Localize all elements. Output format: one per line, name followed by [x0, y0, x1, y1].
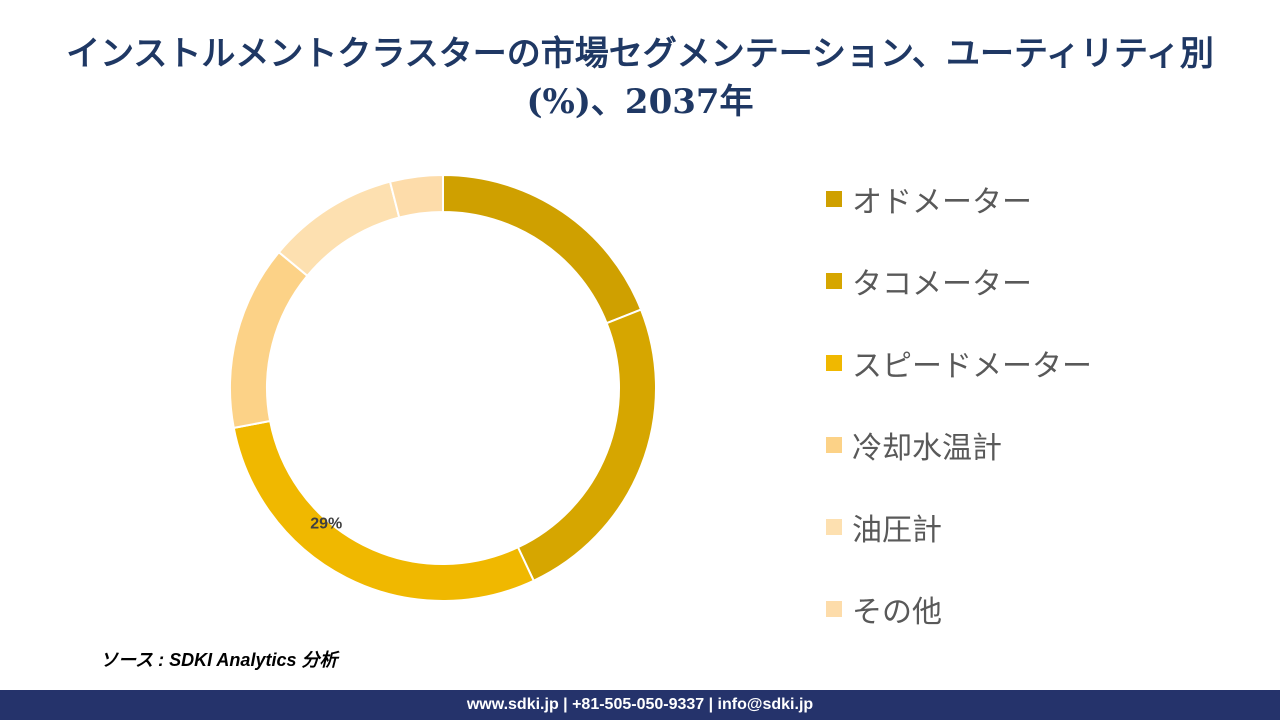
legend-item: 油圧計	[826, 486, 1256, 568]
donut-slice	[232, 419, 536, 602]
legend-swatch	[826, 273, 842, 289]
legend-label: オドメーター	[852, 185, 1032, 220]
legend-item: その他	[826, 568, 1256, 650]
donut-slice	[277, 180, 401, 278]
donut-slice	[442, 173, 643, 325]
legend-swatch	[826, 519, 842, 535]
source-note: ソース : SDKI Analytics 分析	[100, 650, 338, 670]
legend-label: 油圧計	[852, 513, 942, 548]
legend-label: スピードメーター	[852, 349, 1092, 384]
donut-slice	[516, 308, 657, 583]
legend-swatch	[826, 355, 842, 371]
legend-item: 冷却水温計	[826, 404, 1256, 486]
legend-swatch	[826, 601, 842, 617]
legend-item: オドメーター	[826, 158, 1256, 240]
legend-label: 冷却水温計	[852, 431, 1002, 466]
legend-swatch	[826, 191, 842, 207]
legend-item: タコメーター	[826, 240, 1256, 322]
legend-swatch	[826, 437, 842, 453]
footer-bar: www.sdki.jp | +81-505-050-9337 | info@sd…	[0, 690, 1280, 720]
donut-slice	[388, 173, 444, 219]
chart-title: インストルメントクラスターの市場セグメンテーション、ユーティリティ別(%)、20…	[66, 34, 1214, 122]
legend-label: タコメーター	[852, 267, 1032, 302]
legend-label: その他	[852, 595, 942, 630]
legend: オドメーター タコメータースピードメーター 冷却水温計油圧計その他	[826, 158, 1256, 650]
legend-item: スピードメーター	[826, 322, 1256, 404]
data-label: 29%	[310, 515, 342, 532]
donut-slice	[229, 250, 309, 430]
